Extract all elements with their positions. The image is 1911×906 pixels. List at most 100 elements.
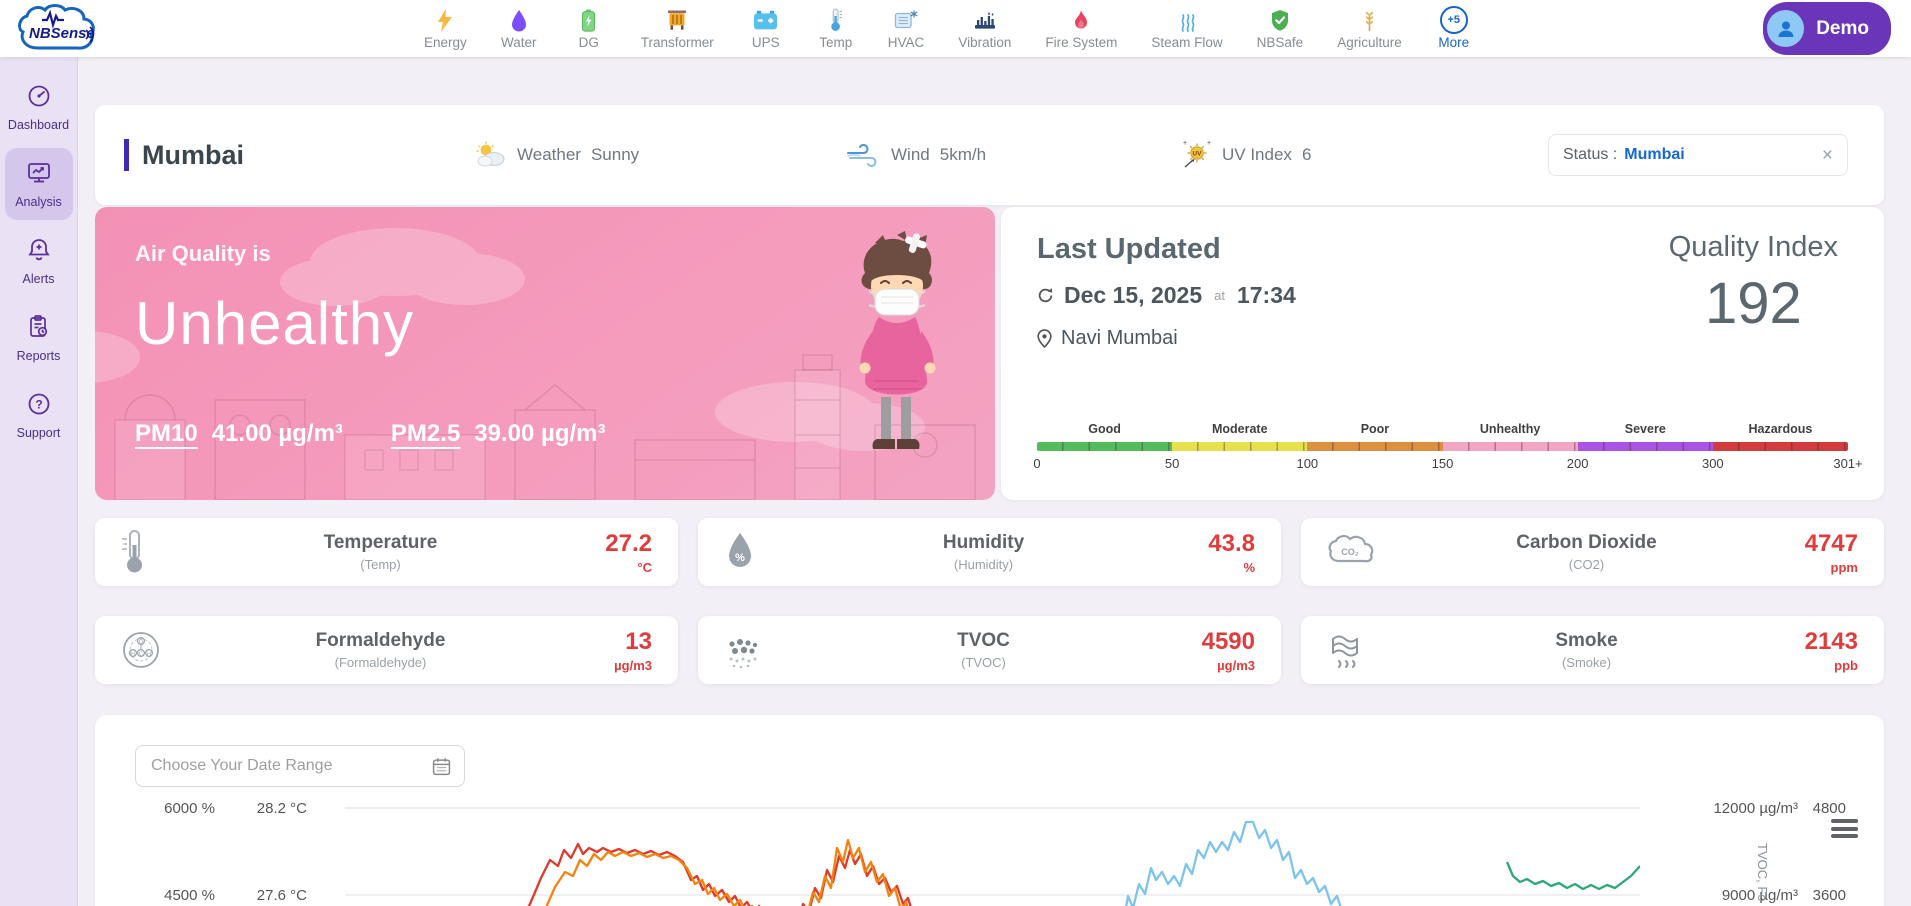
sidebar-item-alerts[interactable]: Alerts — [5, 225, 73, 297]
dg-battery-icon — [581, 7, 596, 33]
calendar-icon[interactable] — [432, 757, 451, 776]
sidebar-item-dashboard[interactable]: Dashboard — [5, 71, 73, 143]
orange-series-line — [545, 838, 909, 906]
pm10-value: 41.00 µg/m³ — [211, 420, 343, 447]
wind-value: 5km/h — [939, 145, 987, 164]
metric-unit: °C — [637, 559, 652, 575]
tvoc-card: TVOC (TVOC) 4590 µg/m3 — [698, 616, 1281, 684]
nav-item-energy[interactable]: Energy — [424, 7, 467, 50]
metric-subtitle: (Smoke) — [1561, 655, 1612, 670]
metric-value: 43.8 — [1208, 529, 1255, 557]
wind-icon — [847, 144, 877, 167]
svg-text:H: H — [147, 652, 151, 658]
metric-value: 13 — [625, 627, 652, 655]
nav-item-agriculture[interactable]: Agriculture — [1337, 7, 1402, 50]
aqi-level: Unhealthy — [135, 290, 415, 357]
date-range-picker[interactable] — [135, 745, 465, 787]
date-range-input[interactable] — [149, 756, 432, 776]
avatar — [1767, 10, 1805, 47]
quality-index-block: Quality Index 192 — [1669, 231, 1838, 337]
metric-subtitle: (Humidity) — [953, 557, 1014, 572]
svg-text:%: % — [735, 552, 745, 564]
nav-item-label: More — [1438, 35, 1470, 50]
metric-title: Formaldehyde — [315, 630, 446, 651]
left-axis-temp-bottom: 27.6 °C — [256, 887, 307, 904]
nav-item-steam-flow[interactable]: Steam Flow — [1151, 7, 1223, 50]
metric-reading: 43.8 % — [1185, 530, 1255, 575]
city-silhouette — [114, 354, 976, 500]
nav-item-label: DG — [578, 35, 599, 50]
uv-condition: UV + + UV Index 6 — [1180, 139, 1311, 171]
metric-subtitle: (TVOC) — [961, 655, 1006, 670]
pm10-reading: PM10 41.00 µg/m³ — [135, 420, 343, 448]
vibration-icon — [973, 7, 997, 33]
fire-icon — [1071, 7, 1091, 33]
nav-item-dg[interactable]: DG — [571, 7, 607, 50]
metric-text: Carbon Dioxide (CO2) — [1385, 532, 1788, 572]
location-pin-icon — [1037, 329, 1052, 348]
nav-item-label: Vibration — [958, 35, 1012, 50]
shield-check-icon — [1270, 7, 1290, 33]
svg-text:?: ? — [35, 397, 42, 411]
co2-icon: CO₂ — [1327, 535, 1385, 569]
pm10-label: PM10 — [135, 420, 198, 447]
line-chart-plot — [345, 807, 1640, 906]
metric-subtitle: (CO2) — [1568, 557, 1605, 572]
report-clipboard-icon — [26, 314, 52, 345]
nav-item-water[interactable]: Water — [501, 7, 537, 50]
svg-text:C: C — [139, 652, 143, 658]
nav-item-transformer[interactable]: Transformer — [641, 7, 714, 50]
user-demo-button[interactable]: Demo — [1763, 2, 1891, 55]
svg-text:NBSense: NBSense — [29, 25, 95, 42]
svg-text:CO₂: CO₂ — [1341, 547, 1359, 557]
transformer-icon — [665, 7, 689, 33]
nav-item-label: HVAC — [887, 35, 925, 50]
last-updated-card: Last Updated Dec 15, 2025 at 17:34 Navi … — [1001, 207, 1884, 500]
user-button-label: Demo — [1816, 17, 1869, 39]
svg-text:+: + — [1183, 140, 1187, 147]
more-plus5-icon: +5 — [1439, 6, 1468, 34]
metric-reading: 13 µg/m3 — [582, 628, 652, 673]
wheat-icon — [1361, 7, 1378, 33]
scale-label-poor: Poor — [1360, 422, 1390, 436]
refresh-icon[interactable] — [1037, 287, 1054, 304]
nav-item-hvac[interactable]: HVAC — [887, 7, 925, 50]
carbon-dioxide-card: CO₂ Carbon Dioxide (CO2) 4747 ppm — [1301, 518, 1884, 586]
nav-item-temp[interactable]: Temp — [818, 7, 854, 50]
metric-subtitle: (Temp) — [360, 557, 401, 572]
nav-item-nbsafe[interactable]: NBSafe — [1256, 7, 1304, 50]
close-icon[interactable]: × — [1821, 144, 1833, 166]
updated-time: 17:34 — [1236, 282, 1296, 308]
nav-item-ups[interactable]: UPS — [748, 7, 784, 50]
nav-item-label: Steam Flow — [1151, 35, 1223, 50]
sidebar-item-analysis[interactable]: Analysis — [4, 148, 73, 220]
sidebar-item-label: Alerts — [22, 271, 55, 286]
svg-text:O: O — [139, 640, 144, 646]
aqi-scale-labels: Good Moderate Poor Unhealthy Severe Haza… — [1037, 422, 1848, 436]
air-quality-card: Air Quality is Unhealthy PM10 41.00 µg/m… — [95, 207, 995, 500]
sidebar-item-reports[interactable]: Reports — [5, 302, 73, 374]
metric-unit: % — [1243, 559, 1255, 575]
steam-icon — [1178, 7, 1197, 33]
temperature-card: Temperature (Temp) 27.2 °C — [95, 518, 678, 586]
nav-item-label: NBSafe — [1256, 35, 1304, 50]
metric-title: Humidity — [942, 532, 1025, 553]
chart-menu-icon[interactable] — [1831, 819, 1858, 842]
last-updated-title: Last Updated — [1037, 233, 1221, 265]
nav-item-vibration[interactable]: Vibration — [958, 7, 1011, 50]
humidity-icon: % — [724, 531, 782, 573]
ups-battery-icon — [753, 7, 778, 33]
tvoc-dots-icon — [724, 630, 782, 670]
metric-reading: 4747 ppm — [1788, 530, 1858, 575]
nbsense-logo-icon: NBSense — [18, 3, 95, 50]
nav-item-label: Energy — [424, 35, 467, 50]
water-icon — [510, 7, 528, 33]
aqi-scale-ticks: 0 50 100 150 200 300 301+ — [1033, 456, 1863, 471]
status-select[interactable]: Status : Mumbai × — [1548, 134, 1848, 176]
nav-item-fire-system[interactable]: Fire System — [1045, 7, 1117, 50]
sidebar-item-support[interactable]: ? Support — [5, 379, 73, 451]
nav-item-more[interactable]: +5 More — [1436, 6, 1472, 50]
humidity-card: % Humidity (Humidity) 43.8 % — [698, 518, 1281, 586]
